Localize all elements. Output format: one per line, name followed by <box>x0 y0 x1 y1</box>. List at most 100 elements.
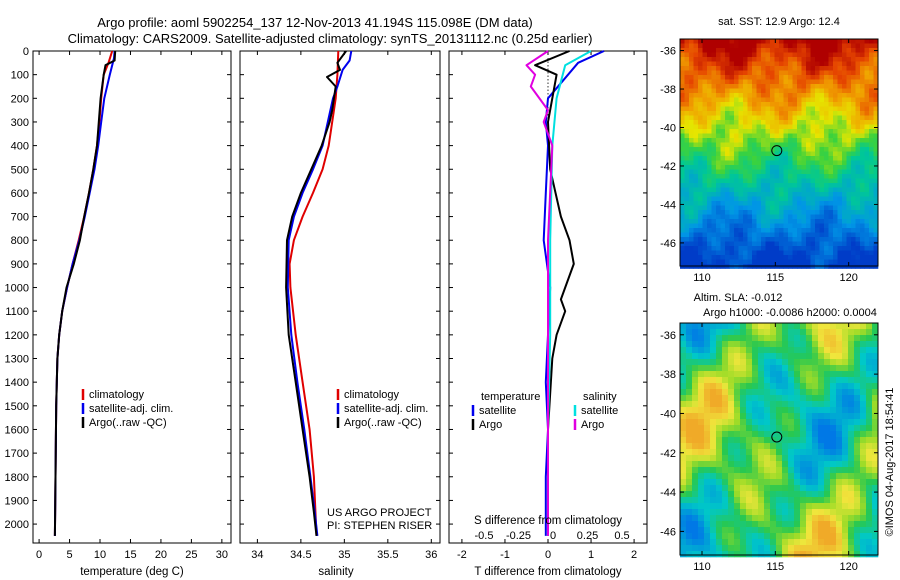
map-cell <box>860 323 867 330</box>
map-cell <box>837 201 843 206</box>
map-cell <box>746 437 753 444</box>
map-cell <box>738 205 744 211</box>
map-cell <box>846 255 852 260</box>
map-cell <box>716 246 721 251</box>
map-cell <box>743 250 748 256</box>
map-cell <box>860 551 867 558</box>
map-cell <box>837 192 843 197</box>
map-cell <box>851 232 856 238</box>
map-cell <box>764 527 771 534</box>
map-cell <box>828 70 834 76</box>
map-cell <box>869 147 874 152</box>
map-cell <box>800 437 807 444</box>
map-cell <box>828 151 834 157</box>
map-cell <box>734 467 741 474</box>
map-cell <box>806 246 811 251</box>
map-cell <box>800 335 807 342</box>
map-cell <box>756 129 762 134</box>
map-cell <box>734 455 741 462</box>
map-cell <box>711 57 717 62</box>
map-cell <box>824 210 829 215</box>
map-cell <box>707 255 712 260</box>
map-cell <box>855 75 861 80</box>
map-cell <box>776 449 783 456</box>
map-cell <box>837 39 843 44</box>
map-cell <box>818 341 825 348</box>
map-cell <box>810 43 816 49</box>
map-cell <box>864 228 870 233</box>
map-cell <box>824 377 831 384</box>
map-cell <box>848 449 855 456</box>
map-cell <box>680 237 685 242</box>
map-cell <box>686 539 693 546</box>
map-cell <box>824 371 831 378</box>
map-cell <box>812 395 819 402</box>
map-cell <box>869 223 874 229</box>
map-cell <box>686 329 693 336</box>
map-cell <box>873 210 879 215</box>
map-cell <box>819 97 825 103</box>
map-cell <box>698 237 703 242</box>
map-cell <box>788 205 793 211</box>
map-cell <box>774 102 780 107</box>
map-cell <box>770 219 775 224</box>
map-cell <box>800 539 807 546</box>
map-cell <box>866 485 873 492</box>
map-cell <box>788 88 793 94</box>
map-cell <box>797 147 802 152</box>
map-cell <box>810 48 816 53</box>
map-cell <box>725 102 730 107</box>
map-cell <box>800 353 807 360</box>
map-cell <box>740 401 747 408</box>
map-cell <box>836 473 843 480</box>
map-cell <box>774 88 780 94</box>
map-cell <box>842 120 847 125</box>
map-cell <box>720 70 726 76</box>
map-cell <box>720 210 726 215</box>
map-cell <box>716 196 721 202</box>
map-cell <box>873 43 879 49</box>
map-cell <box>743 241 748 247</box>
map-cell <box>788 533 795 540</box>
map-cell <box>794 407 801 414</box>
map-cell <box>860 39 865 44</box>
map-cell <box>801 97 807 103</box>
map-cell <box>776 323 783 330</box>
map-cell <box>758 539 765 546</box>
map-cell <box>810 219 816 224</box>
map-cell <box>698 389 705 396</box>
map-cell <box>873 106 879 112</box>
map-cell <box>818 449 825 456</box>
map-cell <box>702 187 708 193</box>
map-cell <box>765 79 771 85</box>
map-cell <box>710 383 717 390</box>
map-cell <box>797 124 802 130</box>
map-cell <box>729 192 735 197</box>
map-cell <box>680 413 687 420</box>
map-cell <box>855 241 861 247</box>
map-cell <box>801 111 807 116</box>
map-cell <box>801 223 807 229</box>
map-cell <box>716 102 721 107</box>
map-cell <box>869 120 874 125</box>
map-cell <box>779 183 784 188</box>
map-cell <box>855 201 861 206</box>
map-cell <box>864 201 870 206</box>
map-cell <box>810 88 816 94</box>
map-cell <box>842 192 847 197</box>
map-cell <box>854 455 861 462</box>
map-cell <box>797 133 802 139</box>
map-cell <box>710 449 717 456</box>
map-cell <box>842 133 847 139</box>
map-cell <box>830 449 837 456</box>
map-cell <box>698 359 705 366</box>
map-cell <box>788 147 793 152</box>
map-cell <box>842 443 849 450</box>
map-cell <box>729 102 735 107</box>
map-cell <box>764 389 771 396</box>
map-cell <box>810 124 816 130</box>
map-cell <box>752 329 759 336</box>
map-cell <box>734 156 739 161</box>
map-cell <box>776 353 783 360</box>
map-cell <box>828 219 834 224</box>
